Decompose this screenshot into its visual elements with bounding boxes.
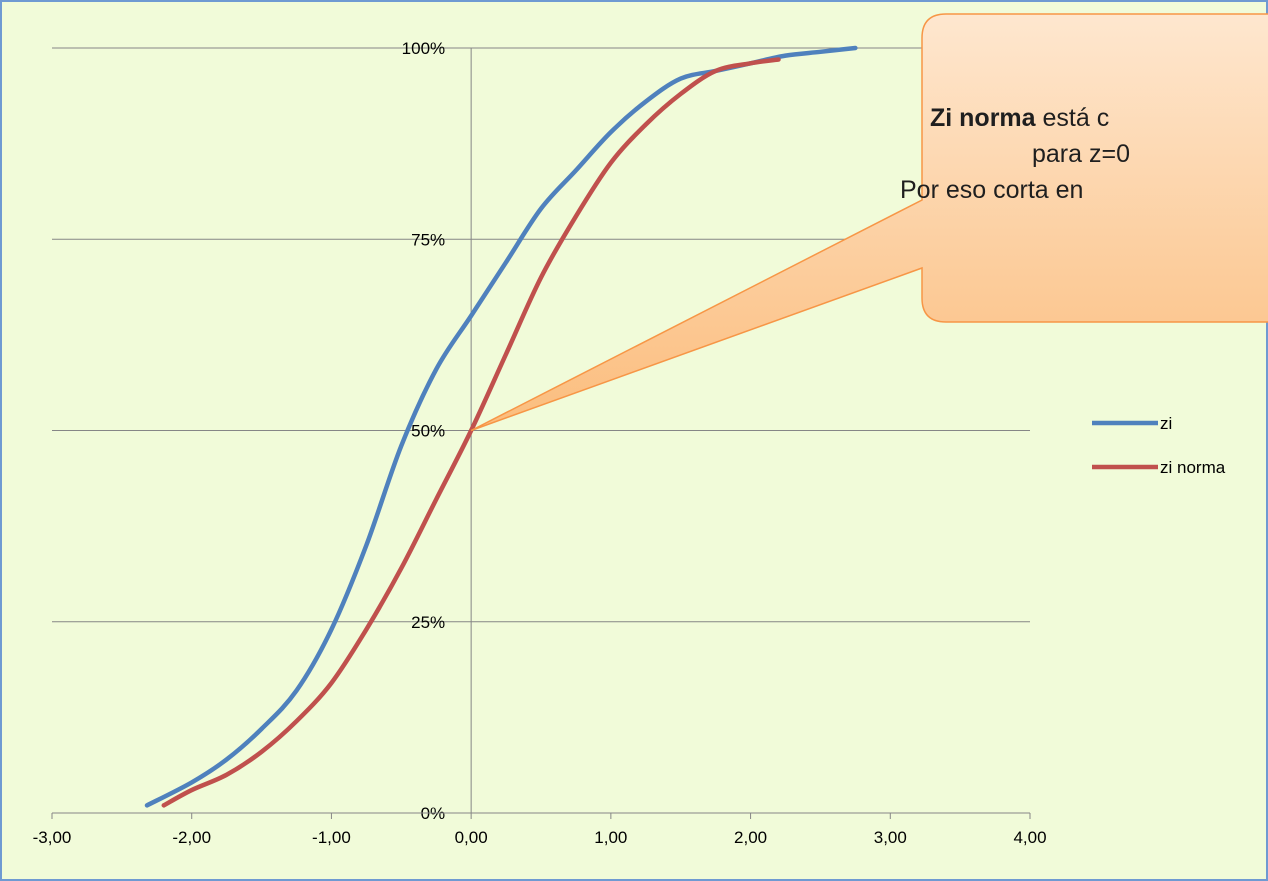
x-tick-label: 1,00: [594, 828, 627, 847]
callout-bold: Zi norma: [930, 104, 1036, 132]
callout-line-2: para z=0: [1032, 140, 1130, 168]
callout-line-1: Zi norma está c: [930, 100, 1268, 136]
legend-label-zi: zi: [1160, 414, 1172, 433]
y-tick-label: 50%: [411, 422, 445, 441]
callout: [470, 13, 1268, 432]
callout-line-1-rest: está c: [1035, 104, 1110, 132]
x-tick-label: -1,00: [312, 828, 351, 847]
x-tick-label: -3,00: [33, 828, 72, 847]
x-tick-label: 0,00: [455, 828, 488, 847]
legend: zi zi norma: [1092, 414, 1226, 477]
x-tick-label: 3,00: [874, 828, 907, 847]
axes: 0%25%50%75%100%-3,00 -2,00 -1,00 0,00 1,00 2,…: [33, 39, 1047, 847]
callout-line-3: Por eso corta en: [900, 176, 1084, 204]
series-lines: [144, 45, 858, 808]
series-line-zi: [144, 45, 858, 808]
x-tick-label: -2,00: [172, 828, 211, 847]
legend-label-zi-norma: zi norma: [1160, 458, 1226, 477]
callout-bubble: [470, 13, 1268, 432]
callout-text: Zi norma está c para z=0 Por eso corta e…: [900, 100, 1268, 208]
y-tick-label: 100%: [402, 39, 445, 58]
x-tick-label: 4,00: [1013, 828, 1046, 847]
y-tick-label: 75%: [411, 230, 445, 249]
gridlines: [52, 47, 1030, 623]
x-tick-label: 2,00: [734, 828, 767, 847]
y-tick-label: 25%: [411, 613, 445, 632]
